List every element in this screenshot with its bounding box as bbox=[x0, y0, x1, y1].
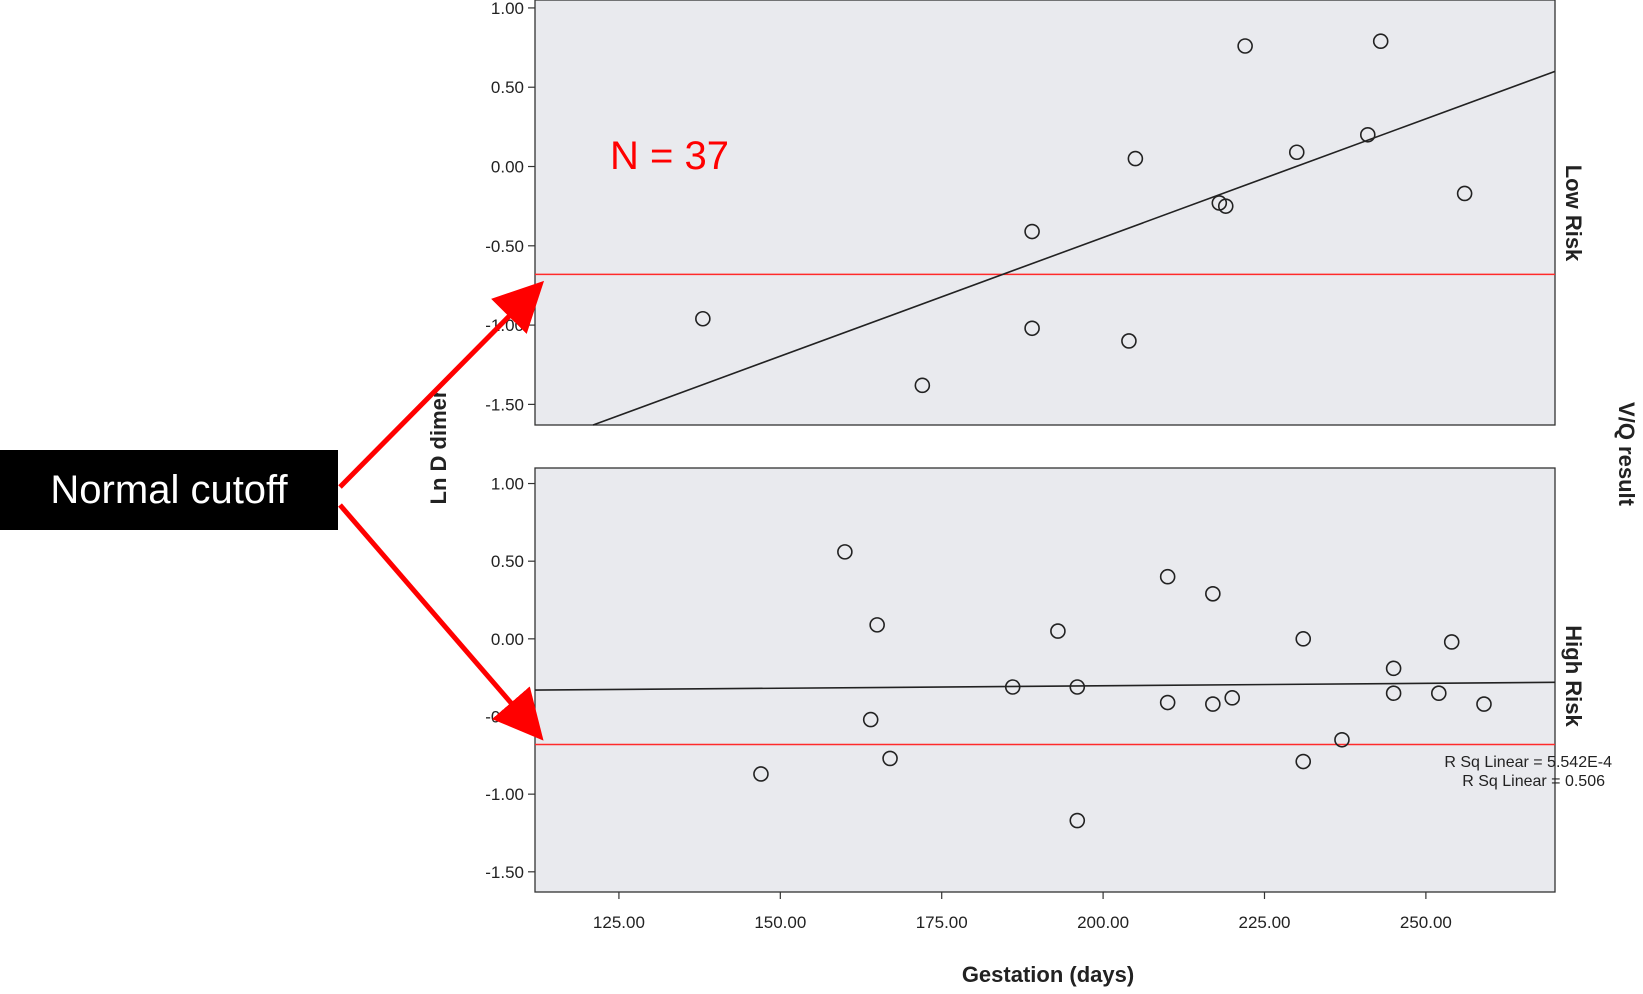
rsq-label-2: R Sq Linear = 0.506 bbox=[1462, 773, 1605, 790]
facet-label-high-risk: High Risk bbox=[1561, 625, 1586, 727]
x-tick-label: 150.00 bbox=[754, 913, 806, 932]
data-point-low-risk bbox=[1127, 150, 1144, 167]
data-point-high-risk bbox=[862, 711, 879, 728]
data-point-high-risk bbox=[1069, 812, 1086, 829]
data-point-low-risk bbox=[1121, 333, 1137, 349]
data-point-high-risk bbox=[753, 766, 769, 782]
x-tick-label: 225.00 bbox=[1238, 913, 1290, 932]
y-tick-label-low-risk: 0.00 bbox=[491, 158, 524, 177]
y-tick-label-low-risk: 0.50 bbox=[491, 78, 524, 97]
y-tick-label-high-risk: 0.00 bbox=[491, 630, 524, 649]
facet-title: V/Q result bbox=[1614, 402, 1639, 507]
y-tick-label-high-risk: -1.00 bbox=[485, 785, 524, 804]
y-tick-label-high-risk: 0.50 bbox=[491, 552, 524, 571]
data-point-high-risk bbox=[1295, 631, 1312, 647]
data-point-high-risk bbox=[1205, 696, 1221, 712]
n-annotation: N = 37 bbox=[610, 134, 729, 178]
data-point-low-risk bbox=[1217, 198, 1234, 214]
x-tick-label: 250.00 bbox=[1400, 913, 1452, 932]
data-point-high-risk bbox=[1159, 568, 1176, 585]
data-point-high-risk bbox=[837, 544, 853, 560]
normal-cutoff-label: Normal cutoff bbox=[0, 450, 338, 530]
data-point-low-risk bbox=[1359, 126, 1376, 143]
data-point-low-risk bbox=[1456, 185, 1473, 202]
cutoff-arrow-upper bbox=[338, 280, 545, 489]
data-point-high-risk bbox=[1443, 634, 1460, 650]
fit-line-low-risk bbox=[592, 70, 1556, 426]
data-point-high-risk bbox=[1430, 685, 1447, 702]
data-point-high-risk bbox=[1385, 660, 1402, 677]
data-point-low-risk bbox=[914, 377, 931, 394]
data-point-low-risk bbox=[1024, 320, 1040, 337]
y-tick-label-low-risk: -0.50 bbox=[485, 237, 524, 256]
data-point-high-risk bbox=[1050, 623, 1066, 639]
fit-line-high-risk bbox=[534, 681, 1556, 691]
data-point-high-risk bbox=[869, 617, 885, 633]
x-tick-label: 175.00 bbox=[916, 913, 968, 932]
y-tick-label-high-risk: -1.50 bbox=[485, 863, 524, 882]
y-axis-title: Ln D dimer bbox=[426, 389, 451, 504]
y-tick-label-high-risk: 1.00 bbox=[491, 475, 524, 494]
data-point-low-risk bbox=[1372, 33, 1389, 50]
data-point-high-risk bbox=[1334, 731, 1350, 748]
y-tick-label-low-risk: 1.00 bbox=[491, 0, 524, 18]
x-tick-label: 200.00 bbox=[1077, 913, 1129, 932]
data-point-high-risk bbox=[1004, 679, 1021, 695]
data-point-high-risk bbox=[1476, 696, 1492, 712]
data-point-low-risk bbox=[695, 310, 711, 327]
rsq-label-1: R Sq Linear = 5.542E-4 bbox=[1444, 754, 1612, 771]
data-point-low-risk bbox=[1237, 38, 1253, 54]
data-point-high-risk bbox=[1295, 753, 1312, 770]
data-point-high-risk bbox=[1069, 679, 1086, 695]
x-tick-label: 125.00 bbox=[593, 913, 645, 932]
cutoff-arrow-lower bbox=[338, 503, 544, 741]
data-point-low-risk bbox=[1288, 144, 1305, 161]
data-point-high-risk bbox=[882, 750, 898, 767]
data-point-high-risk bbox=[1224, 690, 1241, 706]
data-point-low-risk bbox=[1024, 223, 1040, 240]
data-point-high-risk bbox=[1159, 694, 1176, 711]
panel-high-risk bbox=[534, 467, 1556, 893]
y-tick-label-low-risk: -1.50 bbox=[485, 395, 524, 414]
data-point-high-risk bbox=[1385, 685, 1402, 702]
data-point-high-risk bbox=[1205, 586, 1221, 602]
facet-label-low-risk: Low Risk bbox=[1561, 165, 1586, 262]
x-axis-title: Gestation (days) bbox=[962, 962, 1134, 987]
panel-low-risk bbox=[534, 0, 1556, 426]
